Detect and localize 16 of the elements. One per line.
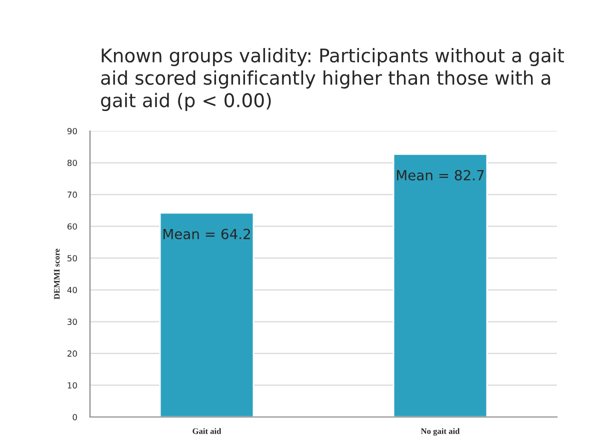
- y-tick-label: 60: [67, 223, 77, 230]
- y-axis-title: DEMMI score: [54, 248, 60, 300]
- y-tick-label: 70: [68, 192, 77, 198]
- x-tick-label: No gait aid: [420, 428, 460, 436]
- y-tick-label: 80: [67, 160, 77, 166]
- y-tick-label: 20: [68, 350, 77, 357]
- chart-title: Known groups validity: Participants without a gait aid scored significantly higher than those with a gait aid (p < 0.00): [101, 48, 564, 111]
- data-label: Mean = 82.7: [396, 170, 484, 180]
- y-tick-label: 90: [67, 128, 77, 134]
- x-tick-label: Gait aid: [192, 428, 222, 434]
- y-tick-label: 0: [72, 414, 77, 420]
- y-tick-label: 10: [68, 382, 77, 389]
- y-tick-label: 50: [68, 255, 77, 262]
- data-label: Mean = 64.2: [163, 228, 250, 240]
- y-tick-label: 40: [67, 286, 77, 294]
- y-tick-label: 30: [68, 318, 77, 325]
